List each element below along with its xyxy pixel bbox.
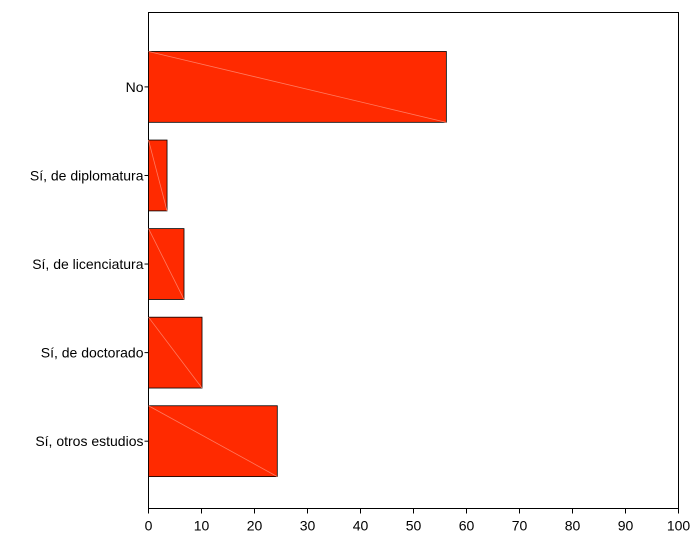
- x-tick-label: 80: [565, 518, 581, 534]
- x-tick-label: 90: [618, 518, 634, 534]
- bar-shade-si-de-diplomatura: [148, 139, 168, 212]
- bar-shade-no: [148, 51, 447, 123]
- y-axis: No Sí, de diplomatura Sí, de licenciatura S…: [30, 79, 149, 449]
- x-tick-label: 50: [406, 518, 422, 534]
- x-axis: 0 10 20 30 40 50 60 70 80 90 100: [145, 508, 691, 534]
- bar-shade-si-otros-estudios: [148, 405, 278, 477]
- x-tick-label: 0: [145, 518, 153, 534]
- x-tick-label: 40: [353, 518, 369, 534]
- bar-shade-si-de-doctorado: [148, 316, 203, 389]
- y-tick-label: Sí, de licenciatura: [32, 256, 143, 272]
- x-tick-label: 20: [247, 518, 263, 534]
- y-tick-label: Sí, de diplomatura: [30, 167, 144, 183]
- y-tick-label: No: [126, 79, 144, 95]
- x-tick-label: 70: [512, 518, 528, 534]
- x-tick-label: 10: [194, 518, 210, 534]
- x-tick-label: 30: [300, 518, 316, 534]
- y-tick-label: Sí, de doctorado: [41, 345, 144, 361]
- y-tick-label: Sí, otros estudios: [35, 433, 143, 449]
- bars-group: [148, 51, 447, 478]
- bar-shade-si-de-licenciatura: [148, 228, 185, 300]
- x-tick-label: 60: [459, 518, 475, 534]
- x-tick-label: 100: [667, 518, 691, 534]
